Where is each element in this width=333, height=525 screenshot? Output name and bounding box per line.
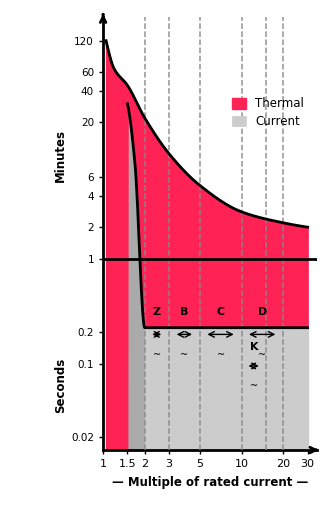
Text: D: D [258, 307, 267, 317]
Text: Z: Z [153, 307, 161, 317]
Text: B: B [180, 307, 189, 317]
Text: Minutes: Minutes [54, 129, 67, 182]
Text: C: C [217, 307, 225, 317]
Text: ~: ~ [153, 350, 161, 360]
Text: ~: ~ [180, 350, 188, 360]
Text: ~: ~ [250, 381, 258, 391]
Text: ~: ~ [217, 350, 225, 360]
X-axis label: — Multiple of rated current —: — Multiple of rated current — [112, 476, 308, 489]
Text: K: K [249, 342, 258, 352]
Legend: Thermal, Current: Thermal, Current [227, 92, 309, 133]
Text: Seconds: Seconds [54, 358, 67, 413]
Text: ~: ~ [258, 350, 266, 360]
